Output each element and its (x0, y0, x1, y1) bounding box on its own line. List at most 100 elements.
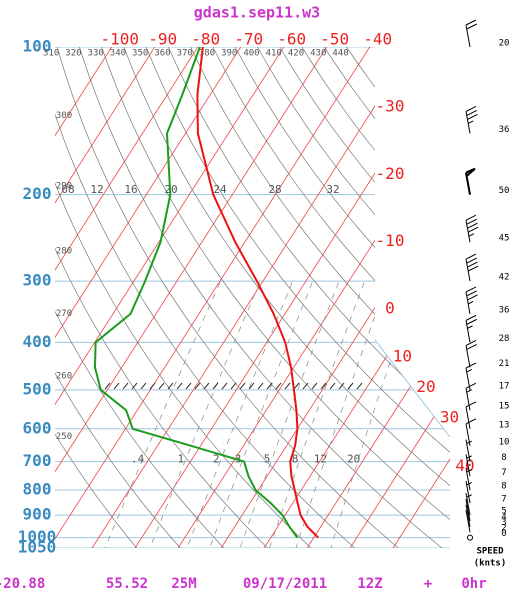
mixing-ratio-line (330, 282, 418, 548)
dry-adiabat (168, 47, 450, 548)
theta-label: 330 (88, 49, 104, 59)
barb-shape (465, 439, 472, 462)
calm-circle (467, 534, 473, 541)
footer-item: 0hr (461, 576, 486, 592)
isotherm-label: -20 (376, 164, 405, 183)
theta-label: 340 (110, 49, 126, 59)
dry-adiabat (257, 47, 450, 548)
wind-speed-label: 10 (499, 437, 510, 447)
footer-item: 09/17/2011 (243, 576, 327, 592)
dry-adiabat (55, 47, 355, 548)
wind-barb (465, 439, 472, 462)
isotherm (91, 47, 420, 548)
isotherm-label: -60 (277, 30, 306, 49)
dry-adiabat (56, 47, 399, 548)
wind-barb (465, 401, 477, 429)
mixing-ratio-label: 8 (292, 453, 299, 466)
dry-adiabat (301, 47, 450, 548)
pressure-label: 1000 (18, 527, 57, 546)
theta-label: 260 (56, 372, 72, 382)
pressure-label: 700 (23, 451, 52, 470)
barb-shape (465, 19, 477, 48)
wind-barb (467, 534, 473, 541)
upper-label: 16 (124, 183, 137, 196)
upper-label: 32 (326, 183, 339, 196)
isotherm (55, 47, 119, 548)
dry-adiabat (279, 47, 450, 548)
foreground: 10020030040050060070080090010001050-100-… (0, 19, 510, 592)
wind-barb (465, 314, 477, 343)
barb-shape (465, 382, 477, 411)
wind-barb (465, 105, 478, 134)
wind-barb (465, 340, 477, 368)
theta-label: 370 (177, 49, 193, 59)
wind-barb (465, 510, 471, 533)
wind-barb (465, 504, 471, 527)
wind-speed-label: 36 (499, 125, 510, 135)
barb-shape (465, 493, 472, 516)
dry-adiabat (145, 47, 450, 548)
wind-speed-label: 8 (501, 482, 506, 492)
pressure-label: 100 (23, 37, 52, 56)
upper-label: 28 (268, 183, 281, 196)
barb-shape (465, 340, 477, 368)
wind-speed-label: 13 (499, 420, 510, 430)
mixing-ratio-label: 12 (314, 453, 327, 466)
theta-label: 440 (332, 49, 348, 59)
barb-shape (465, 286, 478, 315)
isotherm-label: 10 (393, 347, 412, 366)
footer-item: -20.88 (0, 576, 45, 592)
isotherm-label: -70 (234, 30, 263, 49)
mixing-ratio-label: 2 (213, 453, 220, 466)
pressure-label: 400 (23, 332, 52, 351)
dry-adiabat (190, 47, 450, 548)
chart-title: gdas1.sep11.w3 (194, 4, 320, 22)
wind-barb (465, 253, 479, 282)
wind-speed-label: 36 (499, 305, 510, 315)
wind-barb (465, 19, 477, 48)
barb-shape (465, 504, 471, 527)
wind-barb (465, 382, 477, 411)
dry-adiabat (79, 47, 443, 548)
theta-label: 360 (154, 49, 170, 59)
theta-label: 280 (56, 246, 72, 256)
pressure-label: 500 (23, 379, 52, 398)
upper-label: 08 (61, 183, 74, 196)
wind-barb (465, 214, 479, 243)
isotherm (306, 47, 450, 548)
footer-item: + (424, 576, 432, 592)
isotherm (177, 47, 450, 548)
isotherm (392, 47, 450, 548)
barb-shape (465, 510, 471, 533)
isotherm-label: -100 (100, 30, 139, 49)
dry-adiabat (55, 47, 312, 548)
mixing-ratio-label: .4 (131, 453, 145, 466)
isotherm-label: -50 (320, 30, 349, 49)
hatch (104, 382, 363, 390)
theta-label: 380 (199, 49, 215, 59)
plot-boundary (374, 339, 451, 438)
wind-speed-label: 7 (501, 494, 506, 504)
barb-shape (465, 167, 476, 195)
upper-label: 24 (213, 183, 227, 196)
theta-label: 290 (56, 181, 72, 191)
dry-adiabat (55, 47, 137, 548)
wind-barb (465, 493, 472, 516)
dry-adiabat (55, 47, 225, 548)
wind-speed-label: 8 (501, 453, 506, 463)
isotherm (55, 47, 291, 548)
barb-shape (465, 454, 472, 477)
dry-adiabat (55, 47, 268, 548)
isotherm (349, 47, 450, 548)
barb-shape (465, 498, 471, 522)
isotherm (55, 47, 377, 548)
barb-shape (465, 467, 472, 491)
wind-speed-label: 5 (501, 507, 506, 517)
footer-item: 25M (171, 576, 196, 592)
wind-barb (465, 467, 472, 491)
wind-speed-label: 28 (499, 334, 510, 344)
theta-label: 270 (56, 309, 72, 319)
isotherm-label: 0 (385, 299, 395, 318)
